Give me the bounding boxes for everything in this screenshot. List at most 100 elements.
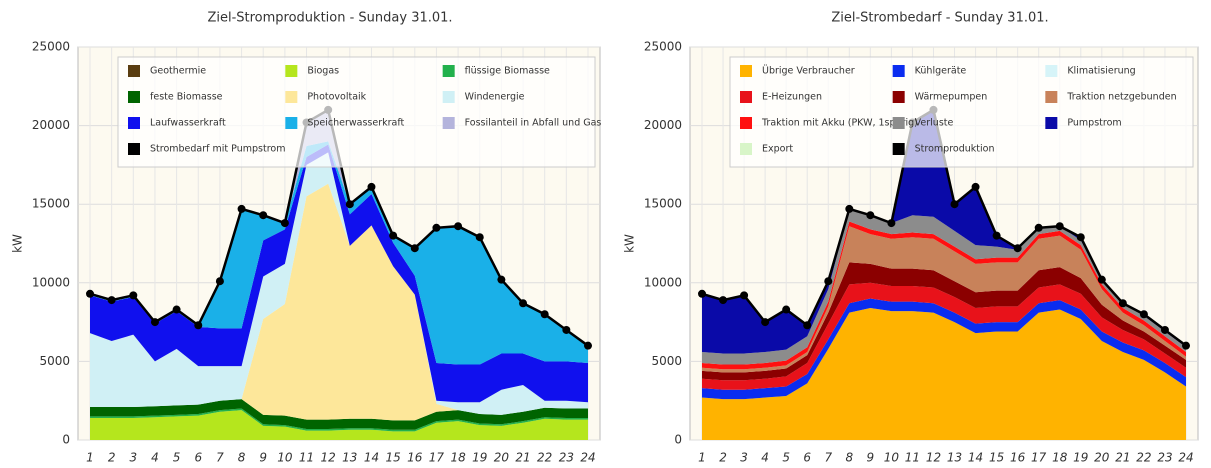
x-tick-label: 3	[129, 451, 137, 465]
total-point	[475, 233, 484, 242]
x-tick-label: 21	[515, 451, 530, 465]
legend-label: Biogas	[307, 66, 339, 77]
total-point	[172, 305, 181, 314]
x-tick-label: 4	[151, 451, 159, 465]
legend-swatch	[442, 91, 455, 103]
x-tick-label: 15	[385, 451, 400, 465]
legend-label: Windenergie	[465, 92, 525, 103]
total-point	[971, 182, 980, 191]
x-tick-label: 11	[299, 451, 314, 465]
total-point	[345, 200, 354, 209]
total-point	[992, 231, 1001, 240]
total-point	[150, 318, 159, 327]
x-tick-label: 17	[1031, 451, 1047, 465]
chart: Ziel-Stromproduktion - Sunday 31.01. kW 0 5…	[11, 11, 602, 465]
total-point	[761, 318, 770, 327]
total-point	[540, 310, 549, 319]
total-point	[259, 211, 268, 220]
x-tick-label: 21	[1115, 451, 1130, 465]
total-point	[129, 291, 138, 300]
chart-title: Ziel-Stromproduktion - Sunday 31.01.	[207, 11, 452, 26]
area	[90, 410, 588, 440]
y-tick-label: 0	[62, 433, 70, 447]
chart-title: Ziel-Strombedarf - Sunday 31.01.	[831, 11, 1048, 26]
area	[702, 282, 1186, 390]
x-tick-label: 22	[537, 451, 552, 465]
y-axis-label: kW	[11, 234, 25, 253]
legend-swatch	[1045, 65, 1058, 77]
total-point	[519, 299, 528, 308]
x-tick-label: 18	[1052, 451, 1068, 465]
y-tick-label: 20000	[32, 118, 70, 132]
y-axis-label: kW	[623, 234, 637, 253]
x-tick-label: 20	[1094, 451, 1110, 465]
legend-swatch	[892, 65, 905, 77]
area	[702, 208, 1186, 365]
legend-label: feste Biomasse	[150, 92, 223, 103]
total-point	[1139, 310, 1148, 319]
x-tick-label: 24	[1178, 451, 1193, 465]
x-tick-label: 13	[342, 451, 357, 465]
y-tick-label: 15000	[644, 197, 682, 211]
legend-label: Übrige Verbraucher	[762, 66, 855, 77]
x-tick-label: 5	[782, 451, 790, 465]
legend-swatch	[1045, 91, 1058, 103]
legend-box	[729, 56, 1194, 168]
x-tick-label: 11	[905, 451, 920, 465]
y-tick-label: 15000	[32, 197, 70, 211]
x-tick-label: 4	[761, 451, 769, 465]
total-point	[497, 275, 506, 284]
area	[90, 183, 588, 421]
x-tick-label: 10	[277, 451, 293, 465]
x-tick-label: 18	[450, 451, 466, 465]
legend-swatch	[740, 117, 752, 129]
x-tick-label: 1	[86, 451, 94, 465]
total-point	[803, 321, 812, 330]
legend-swatch	[285, 65, 298, 77]
x-tick-label: 20	[494, 451, 510, 465]
total-point	[389, 231, 398, 240]
x-tick-label: 6	[194, 451, 202, 465]
x-tick-label: 10	[884, 451, 900, 465]
total-point	[237, 204, 246, 213]
total-point	[824, 277, 833, 286]
y-tick-label: 25000	[32, 40, 70, 54]
y-tick-label: 10000	[644, 275, 682, 289]
x-tick-label: 8	[845, 451, 853, 465]
legend-label: Laufwasserkraft	[150, 118, 226, 129]
total-point	[86, 289, 94, 298]
total-point	[584, 341, 592, 350]
x-tick-label: 12	[926, 451, 941, 465]
total-point	[1013, 244, 1022, 253]
legend-swatch	[740, 91, 752, 103]
total-point	[1097, 275, 1106, 284]
legend-label: flüssige Biomasse	[465, 66, 550, 77]
total-point	[1055, 222, 1064, 231]
legend-label: Fossilanteil in Abfall und Gas	[465, 118, 602, 129]
total-point	[1182, 341, 1190, 350]
total-point	[845, 204, 854, 213]
x-tick-label: 2	[719, 451, 727, 465]
legend-swatch	[128, 91, 140, 103]
x-tick-label: 16	[407, 451, 423, 465]
x-tick-label: 19	[472, 451, 487, 465]
total-point	[719, 296, 728, 305]
legend-label: Photovoltaik	[307, 92, 366, 103]
area	[90, 141, 588, 365]
legend-label: Traktion mit Akku (PKW, 1spurig)	[761, 118, 918, 129]
legend-swatch	[442, 117, 455, 129]
area	[702, 226, 1186, 373]
total-point	[432, 223, 441, 232]
total-point	[887, 219, 896, 228]
area	[702, 307, 1186, 440]
x-tick-label: 5	[173, 451, 181, 465]
area	[90, 152, 588, 415]
x-tick-label: 23	[1157, 451, 1172, 465]
x-tick-label: 13	[947, 451, 962, 465]
x-tick-label: 2	[108, 451, 116, 465]
x-tick-label: 22	[1136, 451, 1151, 465]
total-point	[367, 182, 376, 191]
x-tick-label: 16	[1010, 451, 1026, 465]
legend-label: Speicherwasserkraft	[307, 118, 404, 129]
